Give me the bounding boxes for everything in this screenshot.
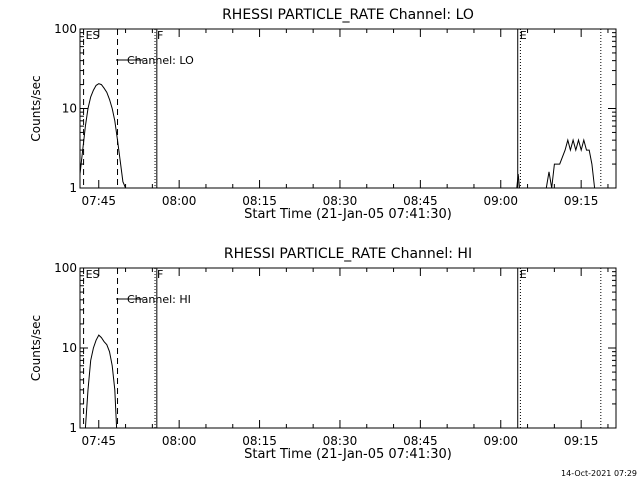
x-tick-label: 07:45 — [81, 434, 116, 448]
x-tick-label: 08:15 — [242, 194, 277, 208]
x-tick-label: 08:00 — [162, 434, 197, 448]
series-line — [84, 334, 118, 429]
x-tick-label: 09:00 — [483, 194, 518, 208]
y-tick-label: 10 — [62, 341, 77, 355]
x-tick-label: 08:45 — [403, 434, 438, 448]
footer-timestamp: 14-Oct-2021 07:29 — [561, 469, 637, 478]
legend-entry: Channel: HI — [127, 293, 191, 306]
plot-frame — [79, 267, 617, 429]
marker-label: F — [157, 268, 163, 281]
x-tick-label: 08:45 — [403, 194, 438, 208]
marker-label: ES — [86, 29, 100, 42]
x-tick-label: 08:00 — [162, 194, 197, 208]
x-tick-label: 08:30 — [323, 194, 358, 208]
marker-label: F — [157, 29, 163, 42]
marker-label: E — [520, 29, 527, 42]
x-tick-label: 08:30 — [323, 434, 358, 448]
chart-title: RHESSI PARTICLE_RATE Channel: HI — [224, 246, 472, 262]
y-axis-label: Counts/sec — [29, 75, 43, 141]
plot-frame — [79, 28, 617, 189]
chart-panel-2: RHESSI PARTICLE_RATE Channel: HI 07:45 08:… — [29, 246, 617, 462]
x-axis-label: Start Time (21-Jan-05 07:41:30) — [244, 207, 452, 222]
series-line — [79, 83, 127, 189]
series-line — [516, 173, 520, 189]
y-tick-label: 100 — [54, 261, 77, 275]
x-axis-label: Start Time (21-Jan-05 07:41:30) — [244, 447, 452, 462]
x-tick-label: 08:15 — [242, 434, 277, 448]
x-tick-label: 09:15 — [564, 434, 599, 448]
y-tick-label: 100 — [54, 22, 77, 36]
y-tick-label: 1 — [69, 181, 77, 195]
marker-label: E — [520, 268, 527, 281]
legend-entry: Channel: LO — [127, 54, 194, 67]
y-axis-label: Counts/sec — [29, 315, 43, 381]
y-tick-label: 10 — [62, 102, 77, 116]
series-line — [545, 138, 596, 189]
chart-title: RHESSI PARTICLE_RATE Channel: LO — [222, 7, 474, 23]
x-tick-label: 07:45 — [81, 194, 116, 208]
x-tick-label: 09:00 — [483, 434, 518, 448]
marker-label: ES — [86, 268, 100, 281]
chart-panel-1: RHESSI PARTICLE_RATE Channel: LO 07:45 08:… — [29, 7, 617, 222]
x-tick-label: 09:15 — [564, 194, 599, 208]
y-tick-label: 1 — [69, 421, 77, 435]
